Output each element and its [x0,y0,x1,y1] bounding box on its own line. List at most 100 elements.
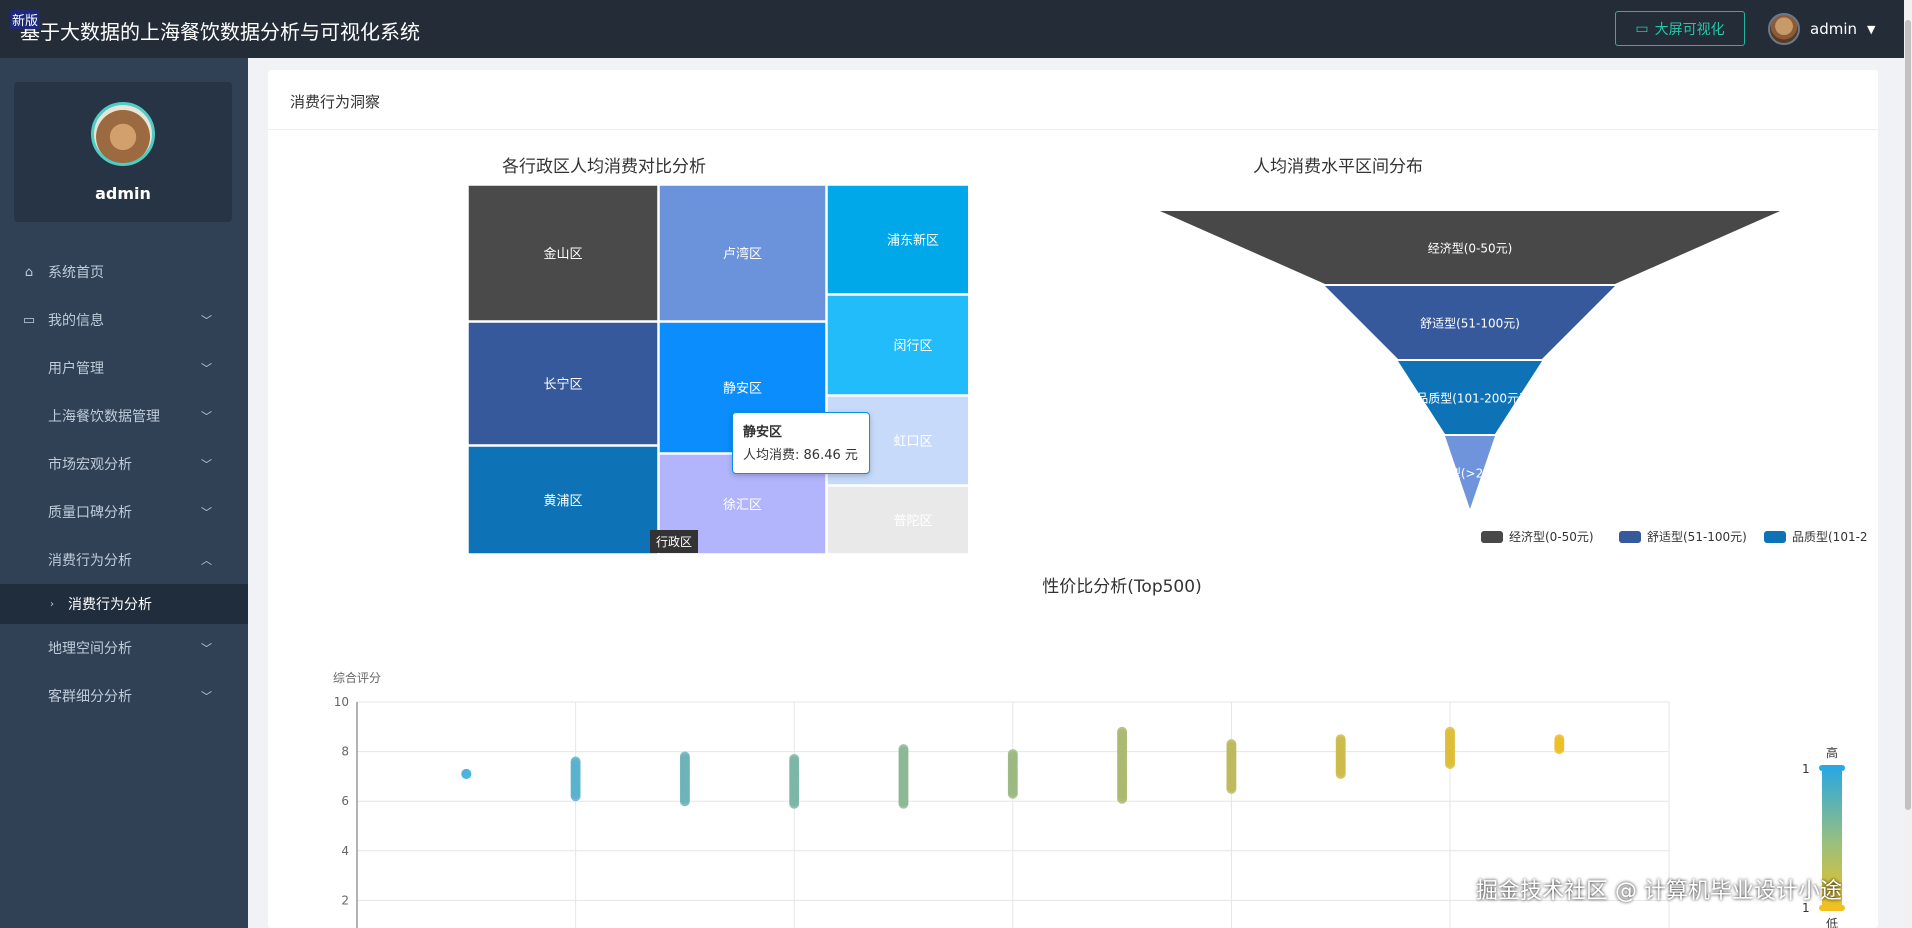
funnel-segment[interactable] [1445,436,1495,509]
sidebar-subitem-label: 消费行为分析 [68,597,152,613]
treemap-cell[interactable] [658,185,827,322]
treemap-chart: 金山区长宁区黄浦区卢湾区静安区徐汇区浦东新区闵行区虹口区普陀区杨浦区青浦区宝山区 [468,185,968,554]
treemap-cell[interactable] [826,185,968,295]
sidebar-item-quality-analysis[interactable]: 质量口碑分析 ﹀ [0,488,248,536]
funnel-label: 舒适型(51-100元) [1420,317,1520,331]
sidebar-item-label: 消费行为分析 [48,553,132,569]
treemap-tooltip: 静安区 人均消费: 86.46 元 [732,412,870,474]
funnel-label: 经济型(0-50元) [1428,241,1513,256]
funnel-chart: 经济型(0-50元) 舒适型(51-100元) 品质型(101-200元) 高端型(>… [1160,211,1868,544]
visual-map-bar[interactable] [1822,768,1842,908]
scatter-point[interactable] [679,751,690,762]
sidebar-item-label: 我的信息 [48,313,104,329]
sidebar-item-label: 地理空间分析 [48,641,132,657]
treemap-breadcrumb[interactable]: 行政区 [650,530,699,553]
legend-label[interactable]: 经济型(0-50元) [1509,529,1594,544]
treemap-cell[interactable] [468,445,659,554]
legend-label[interactable]: 品质型(101-200元) [1792,530,1868,544]
treemap-cell-label: 黄浦区 [543,494,582,509]
legend-swatch[interactable] [1619,531,1641,543]
monitor-icon: ▭ [1635,20,1649,37]
legend-swatch[interactable] [1764,531,1786,543]
sidebar-item-my-info[interactable]: ▭ 我的信息 ﹀ [0,296,248,344]
sidebar-item-data-management[interactable]: 上海餐饮数据管理 ﹀ [0,392,248,440]
scatter-point[interactable] [1007,749,1018,760]
scatter-point[interactable] [789,754,800,765]
y-tick-label: 10 [334,695,349,709]
visual-map-handle[interactable] [1819,765,1845,771]
scatter-point[interactable] [1117,726,1128,737]
chevron-down-icon: ﹀ [201,690,212,703]
treemap-cell-label: 普陀区 [893,513,932,529]
sidebar-item-label: 用户管理 [48,361,104,377]
grid-icon [22,409,36,423]
sidebar: admin ⌂ 系统首页 ▭ 我的信息 ﹀ 用户管理 ﹀ 上海餐饮数据管理 ﹀ … [0,58,248,928]
grid-icon [22,505,36,519]
treemap-cell[interactable] [468,321,659,446]
sidebar-item-label: 质量口碑分析 [48,505,132,521]
scatter-point[interactable] [1335,734,1346,745]
bigscreen-label: 大屏可视化 [1654,21,1725,38]
home-icon: ⌂ [24,264,34,280]
funnel-label: 高端型(>200元) [1425,466,1515,481]
scrollbar-thumb[interactable] [1905,20,1911,810]
tooltip-label: 人均消费 [743,448,796,463]
user-name: admin [1810,20,1857,38]
sidebar-item-market-analysis[interactable]: 市场宏观分析 ﹀ [0,440,248,488]
funnel-segment[interactable] [1325,286,1615,359]
visual-map-high-label: 高 [1826,745,1838,760]
card-title: 消费行为洞察 [268,70,1878,130]
treemap-cell-label: 金山区 [543,246,582,262]
grid-icon [22,361,36,375]
funnel-segment[interactable] [1160,211,1780,284]
avatar [1768,13,1800,45]
y-axis-label: 综合评分 [333,670,381,685]
sidebar-item-user-management[interactable]: 用户管理 ﹀ [0,344,248,392]
visual-map-max-value: 1 [1802,762,1810,776]
sidebar-item-geo-analysis[interactable]: 地理空间分析 ﹀ [0,624,248,672]
sidebar-item-label: 市场宏观分析 [48,457,132,473]
sidebar-item-home[interactable]: ⌂ 系统首页 [0,248,248,296]
visual-map-handle[interactable] [1819,905,1845,911]
scatter-point[interactable] [1445,726,1455,737]
treemap-cell[interactable] [826,294,968,396]
y-tick-label: 2 [341,893,349,907]
sidebar-item-consumption-analysis[interactable]: 消费行为分析 ︿ [0,536,248,584]
scatter-chart: 综合评分02468100246810人均消费高低11 [333,670,1845,928]
treemap-cell-label: 长宁区 [543,377,582,393]
legend-swatch[interactable] [1481,531,1503,543]
visual-map-low-label: 低 [1826,917,1838,928]
treemap-cell[interactable] [826,485,968,554]
main-card: 消费行为洞察 各行政区人均消费对比分析 金山区 长宁区 黄浦区 卢湾区 静安区 徐汇区 浦东… [268,70,1878,928]
funnel-label: 品质型(101-200元) [1416,392,1524,406]
grid-icon [22,457,36,471]
chevron-down-icon: ﹀ [201,458,212,471]
page-scrollbar[interactable] [1904,0,1912,928]
scatter-title: 性价比分析(Top500) [1042,577,1202,597]
chevron-down-icon: ﹀ [201,314,212,327]
scatter-point[interactable] [570,756,581,767]
chevron-down-icon: ﹀ [201,642,212,655]
scatter-point[interactable] [1554,734,1565,745]
sidebar-item-customer-analysis[interactable]: 客群细分分析 ﹀ [0,672,248,720]
funnel-segment[interactable] [1398,361,1542,434]
treemap-cell-label: 浦东新区 [887,233,939,249]
user-menu[interactable]: admin ▼ [1768,13,1875,45]
tooltip-name: 静安区 [743,425,783,440]
grid-icon [22,553,36,567]
profile-avatar [91,102,155,166]
scatter-point[interactable] [1226,739,1237,750]
top-bar: 基于大数据的上海餐饮数据分析与可视化系统 新版 ▭ 大屏可视化 admin ▼ [0,0,1912,58]
chevron-right-icon: › [50,598,54,610]
profile-card: admin [14,82,232,222]
y-tick-label: 8 [341,745,349,759]
bigscreen-button[interactable]: ▭ 大屏可视化 [1615,11,1745,46]
legend-label[interactable]: 舒适型(51-100元) [1647,530,1747,544]
sidebar-subitem-consumption[interactable]: › 消费行为分析 [0,584,248,624]
visual-map-min-value: 1 [1802,901,1810,915]
scatter-point[interactable] [898,744,909,755]
treemap-cell[interactable] [468,185,659,322]
scatter-point[interactable] [461,768,472,779]
profile-name: admin [95,184,151,203]
y-tick-label: 4 [341,844,349,858]
